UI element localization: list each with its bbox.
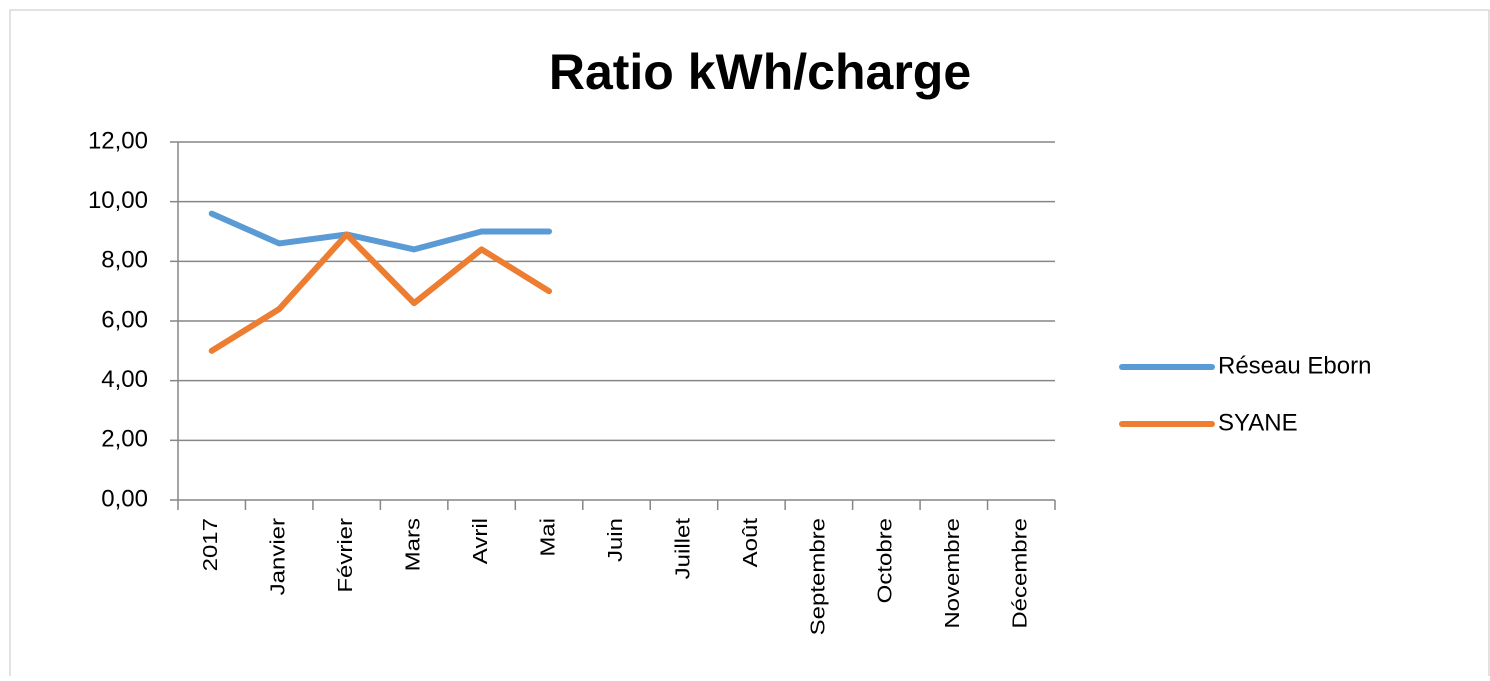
y-tick-label: 6,00	[101, 306, 148, 333]
y-tick-label: 4,00	[101, 366, 148, 393]
y-tick-label: 12,00	[88, 127, 148, 154]
x-tick-label: Août	[739, 517, 762, 567]
y-tick-label: 8,00	[101, 247, 148, 274]
x-tick-label: Mars	[401, 518, 424, 571]
x-tick-label: Juillet	[671, 517, 694, 579]
legend-label: Réseau Eborn	[1218, 352, 1371, 379]
x-tick-label: Octobre	[873, 518, 896, 603]
y-tick-label: 10,00	[88, 187, 148, 214]
y-tick-label: 2,00	[101, 426, 148, 453]
data-line	[208, 231, 553, 354]
x-tick-label: Novembre	[941, 518, 964, 629]
chart-border	[9, 9, 1490, 681]
y-tick-label: 0,00	[101, 485, 148, 512]
x-tick-label: Septembre	[806, 518, 829, 635]
data-line	[208, 210, 553, 253]
chart-title: Ratio kWh/charge	[549, 44, 971, 100]
x-tick-label: Février	[334, 517, 357, 592]
x-tick-label: Janvier	[266, 517, 289, 595]
x-tick-label: Juin	[604, 518, 627, 562]
legend-label: SYANE	[1218, 409, 1298, 436]
x-tick-label: Avril	[469, 518, 492, 564]
x-tick-label: Mai	[536, 518, 559, 557]
x-tick-label: 2017	[199, 518, 222, 571]
x-tick-label: Décembre	[1008, 518, 1031, 629]
